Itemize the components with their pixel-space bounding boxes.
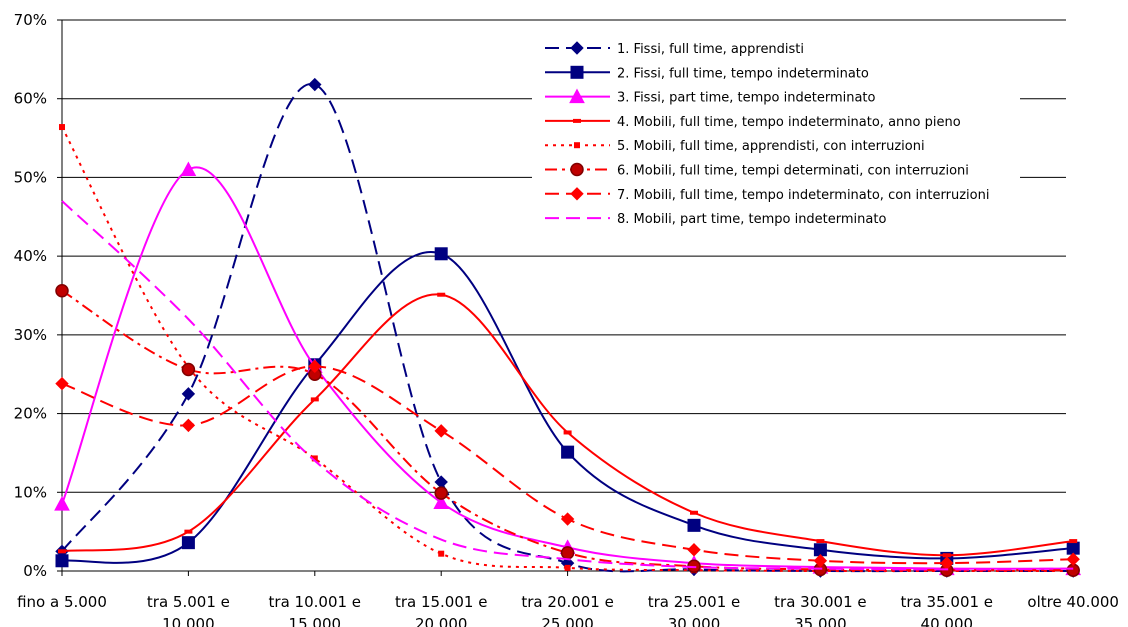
legend-entry: 1. Fissi, full time, apprendisti [545, 41, 804, 57]
data-point [180, 161, 197, 177]
y-tick-label: 50% [14, 168, 47, 186]
x-tick-label: tra 30.001 e 35.000 [774, 593, 867, 627]
data-point [181, 362, 196, 377]
y-tick-label: 0% [23, 562, 47, 580]
data-point [1069, 539, 1078, 544]
series-line [61, 200, 1074, 571]
data-point [308, 359, 322, 374]
data-point [433, 494, 450, 510]
data-point [434, 486, 448, 500]
y-tick-label: 70% [14, 11, 47, 29]
x-tick-label: tra 15.001 e 20.000 [395, 593, 488, 627]
data-point [560, 512, 575, 526]
legend-label: 8. Mobili, part time, tempo indeterminat… [617, 212, 886, 227]
series-line [61, 251, 1074, 564]
data-point [564, 564, 571, 571]
legend-entry: 7. Mobili, full time, tempo indeterminat… [545, 187, 989, 203]
series-8 [61, 200, 1074, 571]
data-point [690, 510, 698, 515]
x-tick-label: tra 10.001 e 15.000 [269, 593, 362, 627]
y-tick-label: 20% [14, 405, 47, 423]
legend-label: 5. Mobili, full time, apprendisti, con i… [617, 139, 925, 154]
y-tick-label: 60% [14, 90, 47, 108]
x-tick-label: fino a 5.000 [17, 593, 107, 611]
series-line [61, 293, 1074, 557]
data-point [434, 424, 448, 438]
data-point [55, 554, 69, 568]
legend-entry: 2. Fissi, full time, tempo indeterminato [545, 65, 869, 81]
data-point [55, 284, 69, 298]
data-point [58, 549, 66, 554]
y-tick-label: 40% [14, 247, 47, 265]
data-point [942, 553, 951, 558]
data-point [561, 445, 575, 459]
x-tick-label: tra 35.001 e 40.000 [901, 593, 994, 627]
series-layer [54, 77, 1082, 578]
data-point [59, 124, 65, 131]
data-point [813, 543, 827, 557]
legend-box [532, 36, 1020, 236]
x-tick-label: oltre 40.000 [1027, 593, 1119, 611]
legend-marker [570, 187, 584, 201]
legend-marker [570, 162, 584, 177]
data-point [54, 496, 70, 511]
x-tick-label: tra 20.001 e 25.000 [521, 593, 614, 627]
data-point [310, 397, 319, 402]
legend-marker [570, 41, 584, 55]
x-tick-label: tra 5.001 e 10.000 [147, 593, 230, 627]
data-point [687, 518, 701, 532]
series-7 [55, 359, 1080, 570]
y-tick-label: 30% [14, 326, 47, 344]
legend-entry: 8. Mobili, part time, tempo indeterminat… [545, 212, 886, 227]
legend-label: 1. Fissi, full time, apprendisti [617, 42, 804, 57]
data-point [184, 529, 193, 534]
x-tick-label: tra 25.001 e 30.000 [648, 593, 741, 627]
tick-labels: 0% 10% 20% 30% 40% 50% 60% 70% fino a 5.000 tra 5… [14, 11, 1119, 627]
data-point [1066, 541, 1080, 555]
legend-label: 6. Mobili, full time, tempi determinati,… [617, 164, 969, 179]
legend-label: 7. Mobili, full time, tempo indeterminat… [617, 188, 989, 203]
legend-marker [569, 88, 585, 104]
data-point [55, 376, 69, 391]
data-point [563, 430, 572, 435]
legend-entry: 4. Mobili, full time, tempo indeterminat… [545, 115, 961, 130]
data-point [181, 387, 196, 401]
data-point [1066, 563, 1080, 577]
data-point [560, 546, 575, 560]
legend-marker [573, 118, 581, 123]
data-point [813, 554, 828, 568]
legend-label: 2. Fissi, full time, tempo indeterminato [617, 66, 869, 81]
data-point [181, 418, 196, 433]
legend-label: 3. Fissi, part time, tempo indeterminato [617, 91, 876, 106]
data-point [181, 536, 195, 550]
data-point [434, 247, 448, 261]
legend-marker [574, 142, 580, 149]
data-point [1066, 552, 1080, 566]
data-point [438, 550, 445, 557]
data-point [816, 539, 825, 544]
legend-marker [570, 65, 584, 79]
data-point [311, 455, 318, 462]
y-tick-label: 10% [14, 483, 47, 501]
data-point [687, 543, 701, 557]
legend: 1. Fissi, full time, apprendisti 2. Fissi… [532, 36, 1020, 236]
data-point [437, 292, 446, 297]
series-4 [58, 292, 1078, 558]
legend-entry: 6. Mobili, full time, tempi determinati,… [545, 162, 969, 179]
legend-label: 4. Mobili, full time, tempo indeterminat… [617, 115, 961, 130]
data-point [434, 475, 448, 489]
series-line [61, 365, 1074, 565]
legend-entry: 5. Mobili, full time, apprendisti, con i… [545, 139, 925, 154]
legend-entry: 3. Fissi, part time, tempo indeterminato [545, 88, 876, 106]
series-line [61, 83, 1074, 573]
series-line [61, 126, 1074, 573]
data-point [308, 77, 322, 92]
